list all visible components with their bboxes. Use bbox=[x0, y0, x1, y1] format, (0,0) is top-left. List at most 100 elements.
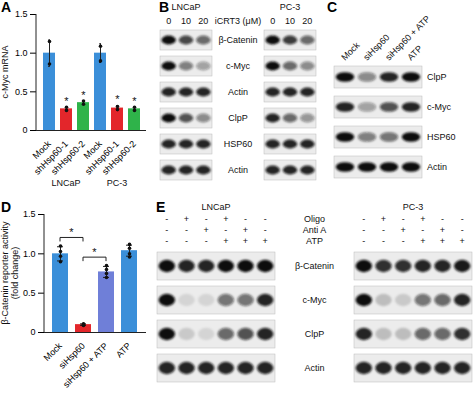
svg-text:Actin: Actin bbox=[228, 165, 248, 175]
svg-text:-: - bbox=[402, 214, 405, 224]
svg-text:-: - bbox=[362, 225, 365, 235]
svg-text:+: + bbox=[243, 225, 248, 235]
svg-text:ClpP: ClpP bbox=[228, 113, 248, 123]
svg-text:1.0: 1.0 bbox=[15, 48, 28, 58]
svg-text:-: - bbox=[362, 236, 365, 246]
svg-text:+: + bbox=[223, 236, 228, 246]
svg-text:+: + bbox=[420, 236, 425, 246]
svg-text:PC-3: PC-3 bbox=[403, 202, 424, 212]
svg-text:1.0: 1.0 bbox=[23, 249, 36, 259]
svg-text:siHsp60 + ATP: siHsp60 + ATP bbox=[383, 14, 432, 63]
svg-text:ATP: ATP bbox=[114, 341, 133, 360]
svg-text:ClpP: ClpP bbox=[427, 72, 447, 82]
svg-text:0: 0 bbox=[270, 16, 275, 26]
svg-text:shHsp60-2: shHsp60-2 bbox=[49, 139, 87, 177]
svg-text:20: 20 bbox=[198, 16, 208, 26]
svg-text:ATP: ATP bbox=[405, 43, 424, 62]
html-text:D: D bbox=[1, 199, 12, 215]
svg-text:-: - bbox=[461, 214, 464, 224]
svg-text:+: + bbox=[204, 225, 209, 235]
svg-text:0: 0 bbox=[166, 16, 171, 26]
svg-text:β-Catenin reporter activity: β-Catenin reporter activity bbox=[0, 221, 10, 325]
svg-text:shHsp60-1: shHsp60-1 bbox=[32, 138, 70, 177]
svg-text:Mock: Mock bbox=[41, 340, 64, 363]
svg-text:c-Myc mRNA: c-Myc mRNA bbox=[0, 46, 10, 99]
svg-text:+: + bbox=[263, 236, 268, 246]
svg-text:c-Myc: c-Myc bbox=[226, 61, 250, 71]
svg-text:-: - bbox=[421, 225, 424, 235]
svg-text:PC-3: PC-3 bbox=[280, 2, 301, 12]
svg-text:0: 0 bbox=[22, 125, 27, 135]
svg-text:-: - bbox=[165, 236, 168, 246]
svg-text:Actin: Actin bbox=[304, 363, 324, 373]
svg-text:*: * bbox=[92, 246, 97, 258]
svg-text:+: + bbox=[184, 214, 189, 224]
svg-text:β-Catenin: β-Catenin bbox=[218, 35, 257, 45]
svg-text:+: + bbox=[401, 225, 406, 235]
svg-text:-: - bbox=[165, 225, 168, 235]
svg-text:-: - bbox=[264, 214, 267, 224]
svg-text:shHsp60-1: shHsp60-1 bbox=[83, 138, 121, 177]
svg-text:0.5: 0.5 bbox=[23, 288, 36, 298]
svg-text:-: - bbox=[362, 214, 365, 224]
svg-text:β-Catenin: β-Catenin bbox=[295, 261, 334, 271]
svg-text:+: + bbox=[381, 214, 386, 224]
svg-text:ATP: ATP bbox=[306, 236, 323, 246]
svg-text:-: - bbox=[402, 236, 405, 246]
svg-text:*: * bbox=[115, 93, 120, 105]
svg-text:LNCaP: LNCaP bbox=[201, 202, 230, 212]
svg-text:-: - bbox=[185, 225, 188, 235]
svg-text:shHsp60-2: shHsp60-2 bbox=[100, 139, 138, 177]
svg-text:20: 20 bbox=[302, 16, 312, 26]
svg-text:*: * bbox=[132, 95, 137, 107]
svg-text:*: * bbox=[64, 95, 69, 107]
svg-text:+: + bbox=[243, 236, 248, 246]
svg-text:+: + bbox=[420, 214, 425, 224]
svg-text:1.5: 1.5 bbox=[15, 9, 28, 19]
svg-text:iCRT3 (μM): iCRT3 (μM) bbox=[215, 16, 262, 26]
svg-text:-: - bbox=[441, 214, 444, 224]
svg-text:HSP60: HSP60 bbox=[224, 139, 253, 149]
svg-text:-: - bbox=[205, 214, 208, 224]
svg-text:*: * bbox=[81, 89, 86, 101]
svg-text:0: 0 bbox=[30, 327, 35, 337]
html-text:A: A bbox=[1, 0, 12, 15]
svg-text:PC-3: PC-3 bbox=[107, 178, 128, 188]
svg-text:+: + bbox=[440, 236, 445, 246]
svg-text:*: * bbox=[69, 226, 74, 238]
svg-text:-: - bbox=[461, 225, 464, 235]
svg-text:-: - bbox=[165, 214, 168, 224]
svg-text:Anti A: Anti A bbox=[303, 225, 327, 235]
svg-text:Actin: Actin bbox=[427, 162, 447, 172]
svg-text:-: - bbox=[264, 225, 267, 235]
svg-text:0.5: 0.5 bbox=[15, 87, 28, 97]
svg-text:-: - bbox=[205, 236, 208, 246]
svg-text:-: - bbox=[382, 236, 385, 246]
svg-text:siHsp60: siHsp60 bbox=[361, 32, 392, 63]
svg-text:10: 10 bbox=[181, 16, 191, 26]
svg-text:10: 10 bbox=[285, 16, 295, 26]
svg-text:Actin: Actin bbox=[228, 87, 248, 97]
html-text:C: C bbox=[327, 0, 338, 15]
svg-text:+: + bbox=[460, 236, 465, 246]
svg-text:-: - bbox=[185, 236, 188, 246]
svg-text:(fold change): (fold change) bbox=[10, 247, 20, 300]
svg-text:c-Myc: c-Myc bbox=[303, 295, 327, 305]
svg-text:-: - bbox=[244, 214, 247, 224]
svg-text:LNCaP: LNCaP bbox=[51, 178, 80, 188]
svg-text:c-Myc: c-Myc bbox=[427, 102, 451, 112]
svg-text:Mock: Mock bbox=[339, 40, 362, 63]
svg-text:Mock: Mock bbox=[30, 138, 53, 161]
svg-text:LNCaP: LNCaP bbox=[171, 2, 200, 12]
svg-text:siHsp60 + ATP: siHsp60 + ATP bbox=[61, 341, 110, 390]
svg-text:+: + bbox=[440, 225, 445, 235]
svg-text:1.5: 1.5 bbox=[23, 209, 36, 219]
svg-text:-: - bbox=[382, 225, 385, 235]
svg-text:+: + bbox=[223, 214, 228, 224]
html-text:B: B bbox=[159, 0, 170, 15]
svg-text:HSP60: HSP60 bbox=[427, 132, 456, 142]
svg-text:Oligo: Oligo bbox=[304, 214, 325, 224]
svg-text:Mock: Mock bbox=[81, 138, 104, 161]
svg-text:ClpP: ClpP bbox=[305, 329, 325, 339]
svg-text:-: - bbox=[224, 225, 227, 235]
